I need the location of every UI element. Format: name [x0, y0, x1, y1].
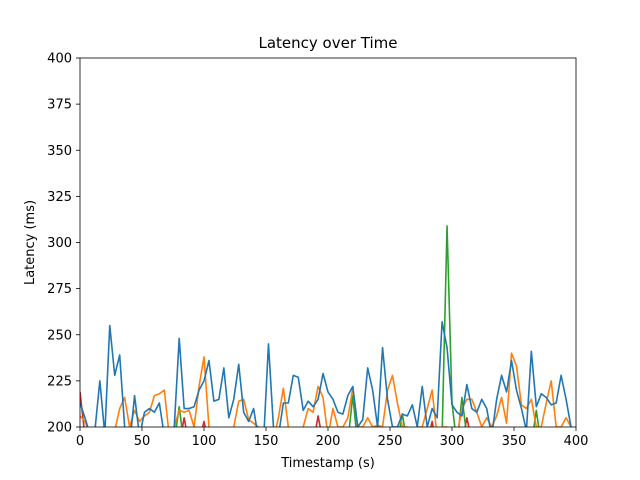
chart-title: Latency over Time	[259, 34, 398, 52]
y-axis-label: Latency (ms)	[23, 200, 38, 285]
y-tick-label: 350	[47, 144, 72, 159]
y-tick-label: 325	[47, 190, 72, 205]
series-line-1	[80, 321, 572, 427]
y-tick-label: 300	[47, 236, 72, 251]
y-tick-label: 375	[47, 98, 72, 113]
x-tick-label: 0	[76, 434, 84, 449]
x-tick-label: 350	[502, 434, 527, 449]
x-tick-label: 150	[254, 434, 279, 449]
x-tick-label: 100	[192, 434, 217, 449]
x-axis: 0 50 100 150 200 250 300 350 400	[76, 427, 589, 449]
x-tick-label: 300	[440, 434, 465, 449]
y-tick-label: 400	[47, 52, 72, 67]
y-tick-label: 250	[47, 328, 72, 343]
y-axis: 200 225 250 275 300 325 350 375 400	[47, 52, 80, 436]
y-tick-label: 200	[47, 421, 72, 436]
series-layer	[80, 225, 572, 427]
x-tick-label: 400	[564, 434, 589, 449]
x-axis-label: Timestamp (s)	[280, 456, 375, 471]
x-tick-label: 250	[378, 434, 403, 449]
y-tick-label: 225	[47, 374, 72, 389]
x-tick-label: 50	[134, 434, 151, 449]
x-tick-label: 200	[316, 434, 341, 449]
y-tick-label: 275	[47, 282, 72, 297]
